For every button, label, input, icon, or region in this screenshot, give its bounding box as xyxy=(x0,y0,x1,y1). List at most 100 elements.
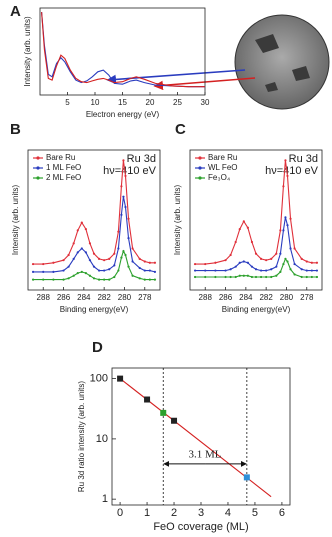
data-point xyxy=(289,217,292,220)
data-point xyxy=(113,275,116,279)
x-tick-label: 0 xyxy=(117,507,123,519)
data-point xyxy=(193,269,197,272)
x-axis-label: FeO coverage (ML) xyxy=(153,521,248,533)
data-point xyxy=(62,269,65,272)
data-point xyxy=(153,278,157,281)
data-point xyxy=(214,269,217,272)
data-point xyxy=(214,275,217,279)
data-point xyxy=(148,261,151,264)
data-point xyxy=(148,269,151,272)
y-tick-label: 100 xyxy=(90,373,108,385)
data-point xyxy=(242,220,245,223)
data-point xyxy=(242,274,245,277)
data-point xyxy=(42,270,45,273)
x-tick-label: 2 xyxy=(171,507,177,519)
data-point xyxy=(315,261,319,264)
data-point xyxy=(160,409,167,416)
span-label: 3.1 ML xyxy=(189,448,222,460)
data-point xyxy=(305,275,308,279)
data-point xyxy=(254,268,258,271)
stm-image xyxy=(234,14,330,110)
data-point xyxy=(138,277,141,280)
data-point xyxy=(117,230,120,233)
data-point xyxy=(293,262,296,266)
data-point xyxy=(289,268,292,271)
data-point xyxy=(144,396,151,403)
x-tick-label: 280 xyxy=(118,293,132,302)
x-tick-label: 25 xyxy=(173,98,182,107)
legend-label: Fe₃O₄ xyxy=(208,173,230,182)
data-point xyxy=(305,269,308,272)
annotation: Ru 3d xyxy=(127,153,156,165)
x-tick-label: 6 xyxy=(279,507,285,519)
data-point xyxy=(67,277,70,280)
data-point xyxy=(284,159,287,162)
data-point xyxy=(193,262,197,266)
data-point xyxy=(204,275,207,279)
data-point xyxy=(84,227,87,231)
data-point xyxy=(92,277,96,280)
data-point xyxy=(143,269,146,272)
data-point xyxy=(282,229,285,232)
x-tick-label: 278 xyxy=(138,293,152,302)
plot-frame xyxy=(189,149,323,291)
data-point xyxy=(234,275,237,279)
data-point xyxy=(193,275,197,279)
data-point xyxy=(122,195,125,198)
data-point xyxy=(282,185,285,188)
data-point xyxy=(52,278,55,281)
x-tick-label: 10 xyxy=(91,98,100,107)
data-point xyxy=(229,253,232,257)
legend-label: WL FeO xyxy=(208,163,237,172)
data-point xyxy=(88,259,92,262)
data-point xyxy=(80,270,83,273)
y-axis-label: Ru 3d ratio intensity (arb. units) xyxy=(77,381,86,492)
x-tick-label: 282 xyxy=(259,293,273,302)
y-tick-label: 1 xyxy=(102,493,108,505)
data-point xyxy=(124,253,127,257)
x-tick-label: 282 xyxy=(97,293,111,302)
data-point xyxy=(92,252,96,255)
data-point xyxy=(52,261,55,264)
data-point xyxy=(117,247,120,250)
data-point xyxy=(131,274,134,277)
plot-frame xyxy=(27,149,161,291)
data-point xyxy=(265,269,268,272)
data-point xyxy=(131,247,134,250)
data-point xyxy=(265,259,268,262)
data-point xyxy=(62,278,65,281)
data-point xyxy=(88,274,92,277)
legend-label: Bare Ru xyxy=(208,153,237,162)
stm-islands xyxy=(255,34,310,92)
data-point xyxy=(243,474,250,481)
data-point xyxy=(143,260,146,263)
data-point xyxy=(275,274,278,277)
data-point xyxy=(124,174,127,178)
panel-letter: B xyxy=(10,121,21,138)
x-axis-label: Binding energy(eV) xyxy=(60,305,129,314)
x-tick-label: 288 xyxy=(199,293,213,302)
data-point xyxy=(84,272,87,275)
data-point xyxy=(229,275,232,279)
x-tick-label: 284 xyxy=(77,293,91,302)
data-point xyxy=(214,261,217,264)
data-point xyxy=(224,275,227,279)
legend-label: Bare Ru xyxy=(46,153,75,162)
x-tick-label: 5 xyxy=(252,507,258,519)
data-point xyxy=(148,278,151,281)
data-point xyxy=(284,216,287,219)
data-point xyxy=(250,275,254,279)
data-point xyxy=(97,278,101,281)
data-point xyxy=(108,268,111,271)
data-point xyxy=(224,269,227,272)
data-point xyxy=(204,262,207,266)
x-axis-label: Electron energy (eV) xyxy=(86,110,160,119)
annotation: Ru 3d xyxy=(289,153,318,165)
data-point xyxy=(171,417,178,424)
data-point xyxy=(282,262,285,266)
data-point xyxy=(300,268,303,271)
data-point xyxy=(305,260,308,263)
legend-label: 2 ML FeO xyxy=(46,173,81,182)
data-point xyxy=(122,250,125,253)
x-tick-label: 286 xyxy=(219,293,233,302)
